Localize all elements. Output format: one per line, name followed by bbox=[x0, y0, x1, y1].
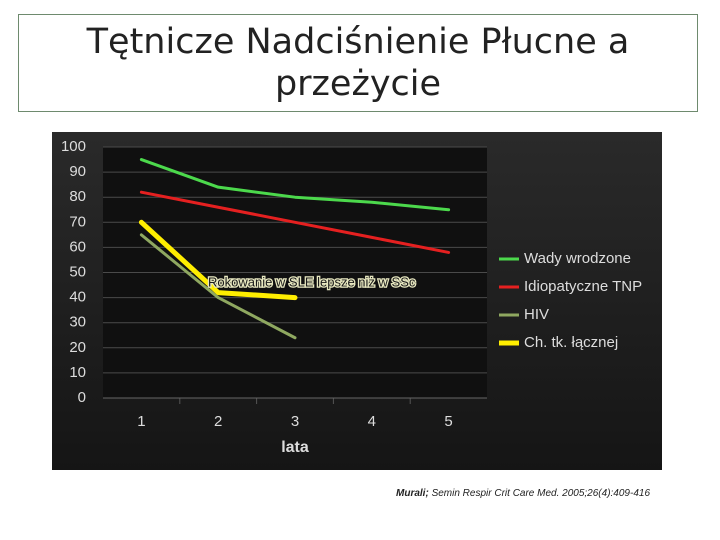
x-axis-label: lata bbox=[281, 439, 309, 456]
legend-label: Wady wrodzone bbox=[524, 250, 631, 267]
x-tick-label: 5 bbox=[444, 413, 452, 430]
y-tick-label: 30 bbox=[69, 314, 86, 331]
y-tick-label: 100 bbox=[61, 138, 86, 155]
title-box: Tętnicze Nadciśnienie Płucne a przeżycie bbox=[18, 14, 698, 112]
citation-author: Murali; bbox=[396, 488, 429, 499]
citation: Murali; Semin Respir Crit Care Med. 2005… bbox=[396, 488, 650, 499]
y-tick-label: 80 bbox=[69, 188, 86, 205]
y-tick-label: 90 bbox=[69, 163, 86, 180]
legend-label: Idiopatyczne TNP bbox=[524, 278, 642, 295]
x-tick-label: 1 bbox=[137, 413, 145, 430]
y-tick-label: 50 bbox=[69, 263, 86, 280]
y-tick-label: 20 bbox=[69, 339, 86, 356]
y-tick-label: 60 bbox=[69, 238, 86, 255]
series-line bbox=[138, 219, 298, 301]
legend-label: HIV bbox=[524, 306, 549, 323]
chart-title: Tętnicze Nadciśnienie Płucne a przeżycie bbox=[86, 22, 630, 104]
legend-label: Ch. tk. łącznej bbox=[524, 334, 618, 351]
series-line bbox=[139, 233, 297, 340]
series-line bbox=[139, 190, 451, 254]
y-tick-label: 0 bbox=[78, 389, 86, 406]
series-line bbox=[139, 158, 451, 212]
x-tick-label: 3 bbox=[291, 413, 299, 430]
y-tick-label: 40 bbox=[69, 289, 86, 306]
x-tick-label: 2 bbox=[214, 413, 222, 430]
annotation: Rokowanie w SLE lepsze niż w SSc bbox=[208, 274, 416, 289]
citation-text: Semin Respir Crit Care Med. 2005;26(4):4… bbox=[431, 488, 650, 499]
y-tick-label: 10 bbox=[69, 364, 86, 381]
y-tick-label: 70 bbox=[69, 213, 86, 230]
x-tick-label: 4 bbox=[368, 413, 376, 430]
